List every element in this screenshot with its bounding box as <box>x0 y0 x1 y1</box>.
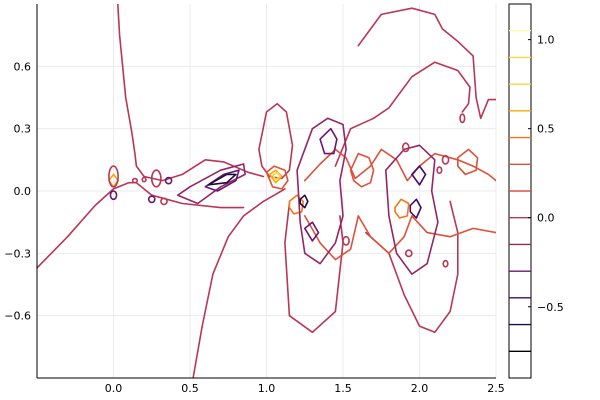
y-tick-label: 0.0 <box>14 185 32 198</box>
contour-line-7 <box>357 7 496 120</box>
contour-line-23 <box>303 221 320 242</box>
contour-loop-7 <box>459 113 466 124</box>
x-tick-label: 2.5 <box>487 382 505 395</box>
contour-loop-9 <box>401 142 410 153</box>
contour-line-11 <box>265 165 289 190</box>
colorbar-tick-labels: −0.5 0.0 0.5 1.0 <box>528 34 564 314</box>
contour-loop-1 <box>131 177 139 184</box>
plot-grid <box>37 4 497 378</box>
y-tick-label: 0.6 <box>14 60 32 73</box>
contour-line-2 <box>192 188 286 378</box>
plot-frame <box>36 4 496 379</box>
contour-line-21 <box>204 169 240 192</box>
contour-line-24 <box>411 165 427 186</box>
contour-loop-14 <box>436 166 443 175</box>
contour-line-3 <box>258 102 294 180</box>
contour-line-19 <box>296 117 347 265</box>
contour-line-10 <box>349 152 375 188</box>
x-tick-label: 0.5 <box>181 382 199 395</box>
contour-line-12 <box>456 148 479 176</box>
y-tick-label: −0.6 <box>4 310 31 323</box>
contour-line-22 <box>319 127 338 155</box>
x-tick-label: 2.0 <box>411 382 429 395</box>
contour-loop-10 <box>164 176 173 185</box>
contour-line-5 <box>334 61 471 167</box>
contour-line-16 <box>268 169 283 184</box>
contour-line-0 <box>116 4 265 182</box>
x-tick-labels: 0.0 0.5 1.0 1.5 2.0 2.5 <box>105 382 505 395</box>
contour-line-27 <box>299 194 309 209</box>
contour-line-9 <box>303 215 496 261</box>
contour-line-18 <box>177 163 246 205</box>
contour-line-14 <box>288 194 305 215</box>
colorbar-tick-label: 0.5 <box>537 123 555 136</box>
contour-loop-12 <box>109 190 118 201</box>
contour-line-1 <box>37 181 245 269</box>
contour-loop-2 <box>141 176 147 183</box>
contour-lines <box>37 4 496 378</box>
contour-line-20 <box>384 144 439 275</box>
contour-loop-11 <box>147 195 156 204</box>
y-tick-label: −0.3 <box>4 247 31 260</box>
contour-loop-6 <box>441 154 450 165</box>
contour-line-4 <box>284 202 344 334</box>
x-tick-label: 1.5 <box>334 382 352 395</box>
contour-line-6 <box>365 200 459 334</box>
x-tick-label: 1.0 <box>258 382 276 395</box>
contour-line-8 <box>303 148 496 182</box>
colorbar-tick-label: 1.0 <box>537 34 555 47</box>
y-tick-labels: −0.6 −0.3 0.0 0.3 0.6 <box>4 60 31 322</box>
colorbar: −0.5 0.0 0.5 1.0 <box>508 3 564 379</box>
y-tick-label: 0.3 <box>14 123 32 136</box>
contour-loop-13 <box>404 249 413 258</box>
contour-loop-8 <box>442 259 449 268</box>
contour-line-25 <box>409 198 422 219</box>
colorbar-levels <box>509 30 531 352</box>
contour-line-13 <box>394 198 410 219</box>
x-tick-label: 0.0 <box>105 382 123 395</box>
contour-line-17 <box>271 171 282 181</box>
colorbar-tick-label: −0.5 <box>537 301 564 314</box>
contour-loop-4 <box>108 165 119 188</box>
contour-loop-5 <box>342 235 350 246</box>
colorbar-tick-label: 0.0 <box>537 212 555 225</box>
contour-loop-3 <box>150 169 162 188</box>
contour-line-26 <box>207 173 237 186</box>
contour-loop-0 <box>160 197 168 206</box>
